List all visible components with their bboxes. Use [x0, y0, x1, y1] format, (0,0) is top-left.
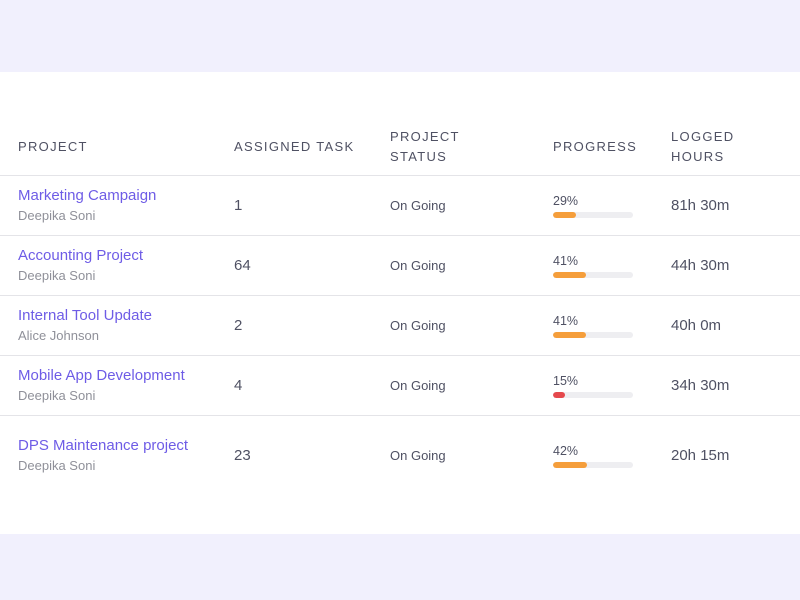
table-row: Mobile App Development Deepika Soni 4 On…: [0, 355, 800, 416]
progress-cell: 41%: [535, 295, 653, 356]
project-cell: Accounting Project Deepika Soni: [0, 235, 216, 296]
project-owner: Alice Johnson: [18, 327, 99, 343]
assigned-task-count: 23: [234, 446, 251, 464]
progress-bar-fill: [553, 331, 586, 338]
project-owner: Deepika Soni: [18, 267, 96, 283]
logged-hours: 34h 30m: [653, 355, 800, 416]
projects-table: PROJECT ASSIGNED TASK PROJECT STATUS PRO…: [0, 120, 800, 495]
table-row: DPS Maintenance project Deepika Soni 23 …: [0, 415, 800, 495]
project-status: On Going: [372, 295, 535, 356]
project-owner: Deepika Soni: [18, 387, 96, 403]
project-owner: Deepika Soni: [18, 207, 96, 223]
column-header-project-status: PROJECT STATUS: [372, 120, 535, 176]
table-header-row: PROJECT ASSIGNED TASK PROJECT STATUS PRO…: [0, 120, 800, 176]
progress-bar-fill: [553, 461, 587, 468]
project-status: On Going: [372, 355, 535, 416]
progress-cell: 42%: [535, 415, 653, 495]
progress-cell: 41%: [535, 235, 653, 296]
project-status: On Going: [390, 447, 446, 463]
column-header-project: PROJECT: [0, 120, 216, 176]
project-cell: Internal Tool Update Alice Johnson: [0, 295, 216, 356]
progress-bar-track: [553, 271, 633, 278]
progress-percent: 41%: [553, 313, 579, 328]
table-row: Marketing Campaign Deepika Soni 1 On Goi…: [0, 175, 800, 236]
progress-cell: 15%: [535, 355, 653, 416]
project-title-link[interactable]: Internal Tool Update: [18, 306, 152, 324]
project-owner: Deepika Soni: [18, 457, 96, 473]
project-title-link[interactable]: Mobile App Development: [18, 366, 185, 384]
progress-bar-fill: [553, 211, 577, 218]
progress-bar-track: [553, 331, 633, 338]
progress-percent: 41%: [553, 253, 579, 268]
progress-bar-fill: [553, 271, 586, 278]
progress-percent: 42%: [553, 443, 579, 458]
progress-percent: 15%: [553, 373, 579, 388]
logged-hours: 40h 0m: [653, 295, 800, 356]
project-cell: Marketing Campaign Deepika Soni: [0, 175, 216, 236]
assigned-task-count: 64: [216, 235, 372, 296]
logged-hours: 81h 30m: [653, 175, 800, 236]
progress-bar-track: [553, 461, 633, 468]
assigned-task-count: 1: [216, 175, 372, 236]
progress-bar-track: [553, 211, 633, 218]
column-header-assigned-task: ASSIGNED TASK: [216, 120, 372, 176]
table-row: Internal Tool Update Alice Johnson 2 On …: [0, 295, 800, 356]
assigned-task-count: 4: [216, 355, 372, 416]
logged-hours: 20h 15m: [671, 446, 730, 464]
logged-hours: 44h 30m: [653, 235, 800, 296]
progress-bar-track: [553, 391, 633, 398]
assigned-task-count: 2: [216, 295, 372, 356]
project-status: On Going: [372, 235, 535, 296]
column-header-progress: PROGRESS: [535, 120, 653, 176]
table-row: Accounting Project Deepika Soni 64 On Go…: [0, 235, 800, 296]
project-cell: Mobile App Development Deepika Soni: [0, 355, 216, 416]
project-title-link[interactable]: Marketing Campaign: [18, 186, 157, 204]
progress-cell: 29%: [535, 175, 653, 236]
projects-card: PROJECT ASSIGNED TASK PROJECT STATUS PRO…: [0, 72, 800, 534]
progress-bar-fill: [553, 391, 565, 398]
project-status: On Going: [372, 175, 535, 236]
progress-percent: 29%: [553, 193, 579, 208]
column-header-logged-hours: LOGGED HOURS: [653, 120, 800, 176]
project-title-link[interactable]: DPS Maintenance project: [18, 436, 189, 454]
project-cell: DPS Maintenance project Deepika Soni: [0, 415, 216, 495]
project-title-link[interactable]: Accounting Project: [18, 246, 144, 264]
